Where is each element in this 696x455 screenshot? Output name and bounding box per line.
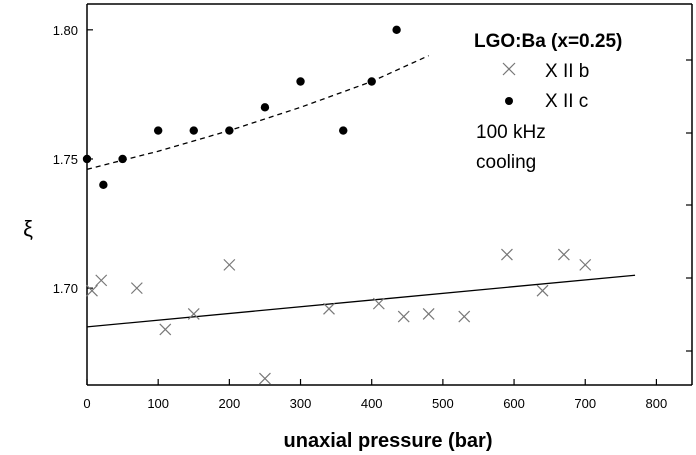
right-axis-ticks: [686, 59, 692, 352]
data-point-dot: [118, 154, 127, 164]
x-tick-label: 800: [646, 396, 668, 411]
data-point-x: [579, 258, 592, 271]
data-point-x: [536, 284, 549, 297]
data-point-x: [95, 274, 108, 287]
x-tick-label: 0: [83, 396, 90, 411]
data-point-dot: [99, 180, 108, 190]
data-point-x: [187, 308, 200, 320]
y-tick-label: 1.70: [53, 281, 78, 296]
legend-title: LGO:Ba (x=0.25): [474, 31, 622, 52]
legend-note-frequency: 100 kHz: [476, 122, 546, 143]
y-tick-label: 1.75: [53, 152, 78, 167]
data-point-dot: [339, 126, 348, 135]
legend: LGO:Ba (x=0.25) X II b X II c 100 kHz co…: [474, 31, 622, 173]
data-point-x: [557, 248, 570, 261]
data-point-x: [323, 302, 335, 315]
data-point-dot: [82, 154, 92, 164]
legend-note-mode: cooling: [476, 152, 536, 173]
data-point-x: [130, 282, 143, 295]
x-tick-label: 100: [147, 396, 169, 411]
data-points: [82, 25, 592, 385]
data-point-x: [159, 323, 172, 336]
y-tick-label: 1.80: [53, 23, 78, 38]
data-point-dot: [367, 77, 376, 86]
data-point-x: [501, 248, 513, 261]
data-point-dot: [260, 103, 270, 112]
x-tick-label: 600: [503, 396, 525, 411]
legend-entry-b: X II b: [545, 61, 589, 82]
x-axis-label: unaxial pressure (bar): [284, 430, 493, 452]
data-point-dot: [296, 77, 305, 86]
x-axis-ticks: 0 100 200 300 400 500 600 700 800: [83, 379, 667, 411]
plot-frame: [86, 3, 693, 386]
x-tick-label: 400: [361, 396, 383, 411]
data-point-x: [259, 372, 271, 385]
x-tick-label: 300: [290, 396, 312, 411]
data-point-x: [86, 284, 98, 297]
data-point-dot: [153, 126, 163, 135]
y-axis-ticks: 1.70 1.75 1.80: [53, 23, 93, 296]
legend-marker-dot-icon: [505, 97, 513, 105]
y-axis-label: ξ: [23, 216, 33, 241]
data-point-x: [422, 308, 435, 320]
data-point-dot: [392, 25, 401, 35]
x-tick-label: 700: [574, 396, 596, 411]
fit-lines: [86, 55, 636, 328]
x-tick-label: 500: [432, 396, 454, 411]
legend-entry-c: X II c: [545, 91, 588, 112]
data-point-x: [223, 258, 236, 271]
data-point-dot: [189, 126, 198, 135]
data-point-x: [397, 310, 410, 323]
x-tick-label: 200: [219, 396, 241, 411]
data-point-dot: [225, 126, 234, 135]
fit-line-dashed: [86, 55, 429, 170]
data-point-x: [372, 297, 385, 310]
fit-line-solid: [86, 274, 636, 328]
legend-marker-x-icon: [502, 62, 516, 76]
data-point-x: [458, 310, 471, 323]
